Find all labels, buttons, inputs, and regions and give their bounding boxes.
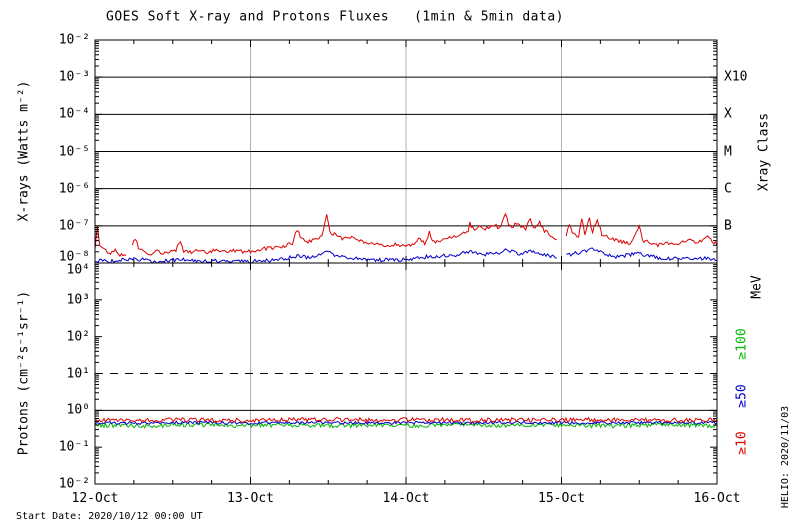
protons-ytick-10⁻²: 10⁻²	[58, 476, 90, 492]
xray-class-axis-label: Xray Class	[756, 112, 772, 192]
x-tick-label-12-Oct: 12-Oct	[71, 491, 119, 506]
x-tick-label-16-Oct: 16-Oct	[693, 491, 741, 506]
x-tick-label-15-Oct: 15-Oct	[538, 491, 585, 506]
xray-ytick-10⁻⁵: 10⁻⁵	[58, 144, 90, 159]
xray-ytick-10⁻³: 10⁻³	[58, 69, 90, 85]
mev-axis-label: MeV	[749, 275, 765, 299]
series-protons-ge50MeV	[95, 420, 717, 426]
xray-class-label-X10: X10	[724, 69, 748, 85]
proton-channel-label-≥50: ≥50	[734, 384, 750, 409]
xray-ytick-10⁻⁴: 10⁻⁴	[58, 106, 90, 122]
x-tick-label-14-Oct: 14-Oct	[382, 491, 430, 506]
xray-ytick-10⁻²: 10⁻²	[58, 32, 90, 48]
protons-ytick-10⁻¹: 10⁻¹	[58, 439, 90, 455]
series-xray-short-wave	[95, 247, 717, 263]
xray-class-label-B: B	[724, 218, 732, 234]
credit-label: HELIO: 2020/11/03	[780, 405, 791, 509]
x-tick-label-13-Oct: 13-Oct	[227, 491, 274, 506]
xray-axis-label: X-rays (Watts m⁻²)	[16, 80, 32, 222]
series-protons-ge100MeV	[95, 421, 717, 429]
proton-channel-label-≥100: ≥100	[734, 328, 750, 360]
protons-ytick-10⁰: 10⁰	[66, 402, 90, 418]
xray-class-label-X: X	[724, 106, 732, 122]
protons-ytick-10³: 10³	[66, 292, 90, 308]
protons-ytick-10²: 10²	[66, 329, 90, 345]
xray-ytick-10⁻⁸: 10⁻⁸	[58, 249, 90, 265]
xray-ytick-10⁻⁶: 10⁻⁶	[58, 181, 90, 197]
proton-channel-label-≥10: ≥10	[734, 431, 750, 456]
xray-class-label-C: C	[724, 181, 732, 197]
protons-ytick-10⁴: 10⁴	[66, 262, 90, 278]
start-date-label: Start Date: 2020/10/12 00:00 UT	[16, 511, 203, 522]
series-xray-long-wave	[95, 212, 717, 257]
plot-title: GOES Soft X-ray and Protons Fluxes (1min…	[106, 9, 564, 25]
protons-ytick-10¹: 10¹	[66, 366, 90, 381]
xray-ytick-10⁻⁷: 10⁻⁷	[58, 218, 90, 234]
protons-axis-label: Protons (cm⁻²s⁻¹sr⁻¹)	[16, 290, 32, 456]
xray-class-label-M: M	[724, 144, 732, 159]
series-protons-ge10MeV	[95, 416, 717, 424]
